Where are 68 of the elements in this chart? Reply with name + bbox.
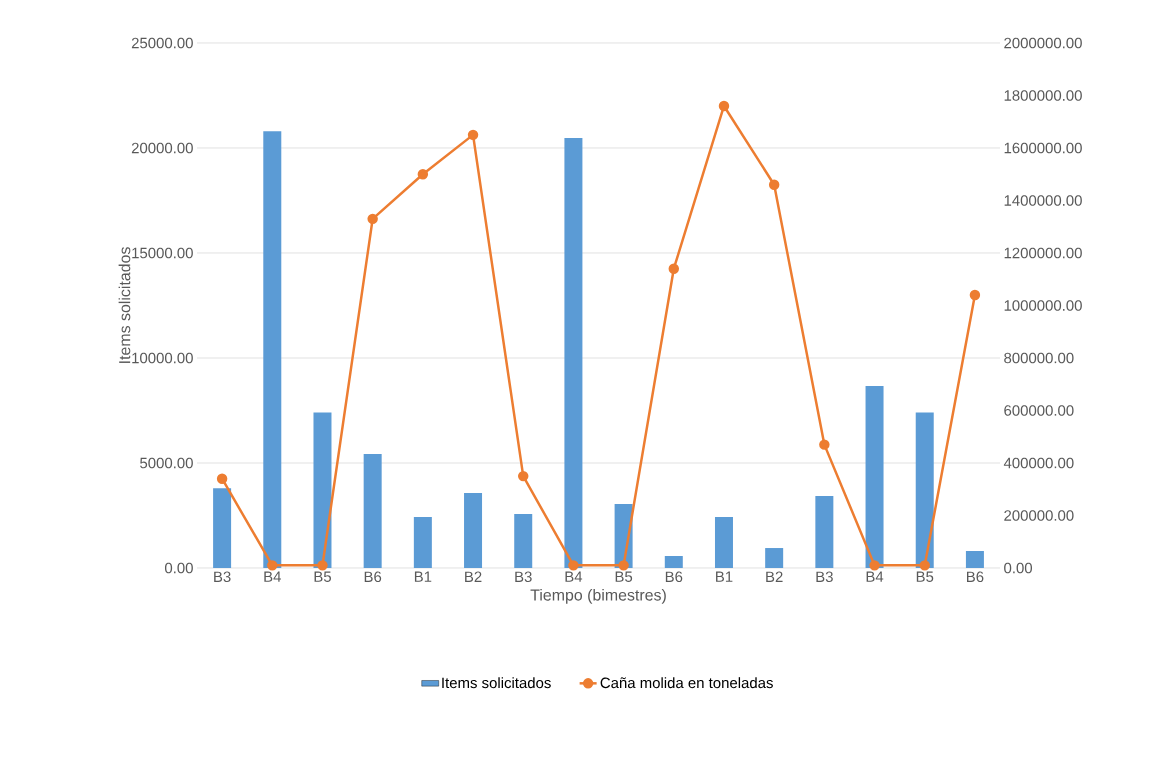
point — [919, 560, 930, 571]
x-tick-label: B4 — [565, 571, 583, 582]
x-axis-title: Tiempo (bimestres) — [530, 588, 666, 604]
point — [417, 169, 429, 180]
x-tick-label: B3 — [816, 571, 833, 583]
y2-tick-label: 1800000.00 — [1004, 90, 1082, 101]
x-tick-label: B3 — [214, 571, 231, 583]
y-tick-label: 5000.00 — [140, 457, 193, 469]
point — [267, 560, 278, 571]
bar — [714, 516, 733, 568]
point — [367, 213, 378, 225]
point — [819, 439, 830, 450]
y-tick-label: 10000.00 — [132, 352, 193, 364]
bar — [514, 514, 533, 568]
x-tick-label: B1 — [414, 571, 432, 582]
x-tick-label: B6 — [665, 571, 683, 583]
bar — [413, 516, 432, 568]
point — [618, 560, 629, 571]
bar — [263, 131, 282, 568]
y2-tick-label: 200000.00 — [1004, 510, 1074, 521]
legend-label: Items solicitados — [442, 677, 551, 689]
y2-tick-label: 800000.00 — [1004, 352, 1074, 364]
y2-tick-label: 600000.00 — [1004, 405, 1074, 416]
x-tick-label: B6 — [364, 571, 382, 583]
y2-tick-label: 1400000.00 — [1004, 195, 1082, 206]
x-tick-label: B4 — [264, 571, 281, 582]
x-tick-label: B4 — [866, 571, 884, 582]
point — [768, 179, 780, 190]
point — [467, 129, 479, 141]
point — [568, 560, 579, 571]
point — [517, 470, 529, 482]
bar — [313, 412, 332, 568]
point — [216, 473, 228, 484]
y2-tick-label: 400000.00 — [1003, 457, 1074, 469]
point — [317, 560, 328, 571]
x-tick-label: B2 — [465, 571, 482, 582]
bar — [865, 386, 884, 568]
y-tick-label: 20000.00 — [131, 142, 193, 154]
x-tick-label: B5 — [615, 571, 633, 582]
bar — [363, 453, 382, 568]
bar — [464, 493, 483, 568]
y-tick-label: 15000.00 — [132, 247, 193, 259]
x-tick-label: B5 — [314, 571, 331, 582]
x-tick-label: B3 — [515, 571, 532, 583]
y2-tick-label: 1200000.00 — [1004, 247, 1082, 259]
bar — [664, 556, 683, 568]
y2-tick-label: 2000000.00 — [1004, 37, 1082, 49]
y-tick-label: 0.00 — [164, 562, 193, 574]
point — [969, 289, 981, 301]
bar — [815, 495, 834, 568]
y-tick-label: 25000.00 — [131, 37, 193, 49]
legend-label: Caña molida en toneladas — [600, 677, 773, 689]
y-axis-title: Items solicitados — [118, 247, 131, 363]
y2-tick-label: 1600000.00 — [1004, 142, 1082, 154]
point — [718, 100, 730, 112]
x-tick-label: B6 — [967, 571, 984, 583]
y2-tick-label: 0.00 — [1004, 562, 1033, 574]
y2-tick-label: 1000000.00 — [1004, 300, 1082, 311]
x-tick-label: B5 — [916, 571, 934, 582]
bar — [213, 488, 232, 568]
bar — [915, 412, 934, 568]
bar — [965, 550, 984, 568]
point — [668, 263, 680, 274]
bar — [564, 138, 583, 568]
bar — [765, 548, 784, 568]
x-tick-label: B2 — [766, 571, 783, 582]
point — [869, 560, 880, 571]
x-tick-label: B1 — [716, 571, 733, 582]
